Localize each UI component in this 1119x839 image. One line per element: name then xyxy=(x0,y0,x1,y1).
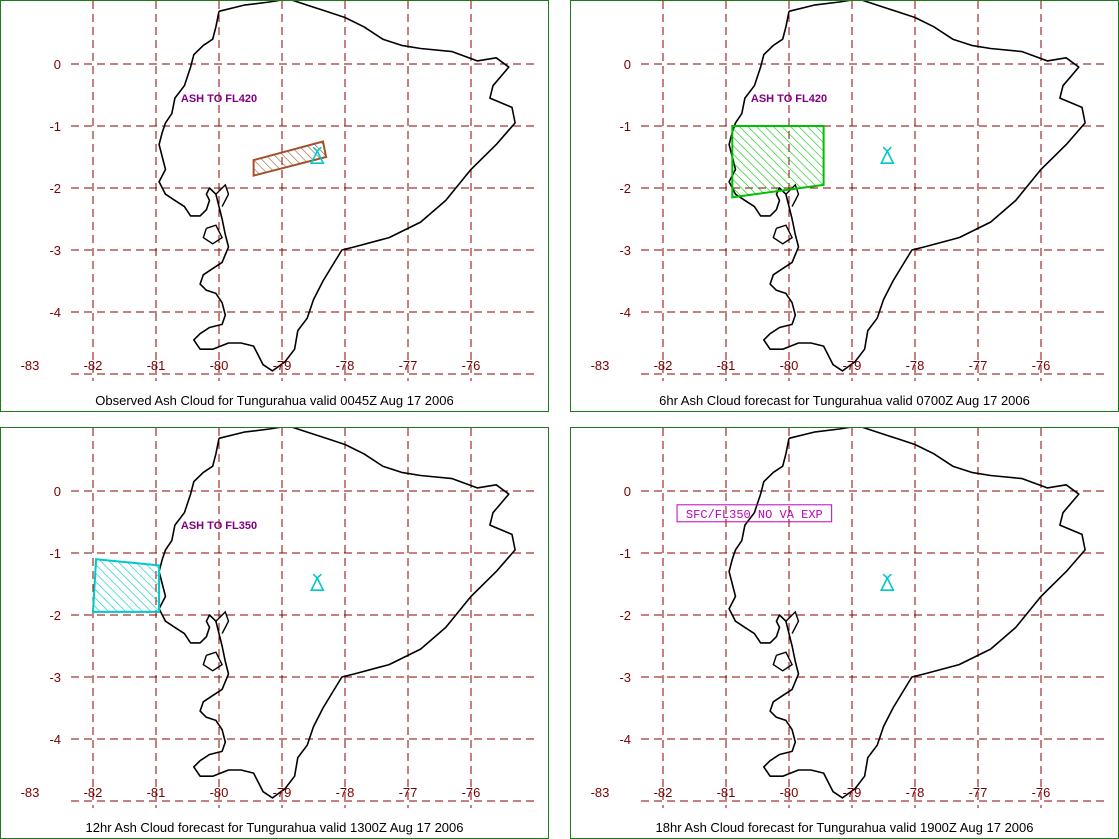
puna-island xyxy=(772,651,794,672)
ash-cloud-polygon xyxy=(731,125,825,199)
latitude-tick-label: -4 xyxy=(619,305,631,320)
ash-cloud-panel: SFC/FL350 NO VA EXP 0 -1 -2 -3 -4 -83 -82 -81 -80… xyxy=(570,427,1119,839)
latitude-tick-label: -1 xyxy=(49,546,61,561)
ash-label: ASH TO FL420 xyxy=(751,93,827,105)
longitude-tick-label: -83 xyxy=(591,785,610,800)
longitude-tick-label: -76 xyxy=(462,785,481,800)
volcano-icon xyxy=(879,573,895,591)
ecuador-outline xyxy=(158,428,516,799)
longitude-tick-label: -77 xyxy=(399,358,418,373)
longitude-tick-label: -77 xyxy=(399,785,418,800)
latitude-tick-label: -4 xyxy=(49,732,61,747)
longitude-tick-label: -80 xyxy=(780,785,799,800)
ecuador-outline xyxy=(728,428,1086,799)
longitude-tick-label: -76 xyxy=(462,358,481,373)
longitude-tick-label: -79 xyxy=(843,785,862,800)
longitude-tick-label: -80 xyxy=(780,358,799,373)
longitude-tick-label: -78 xyxy=(336,358,355,373)
ash-label: SFC/FL350 NO VA EXP xyxy=(686,508,823,522)
latitude-tick-label: -1 xyxy=(619,546,631,561)
longitude-tick-label: -81 xyxy=(147,785,166,800)
map-canvas: ASH TO FL350 0 -1 -2 -3 -4 -83 -82 -81 -80 -79 -78 -… xyxy=(21,428,536,808)
longitude-tick-label: -79 xyxy=(843,358,862,373)
panel-caption: Observed Ash Cloud for Tungurahua valid … xyxy=(95,393,454,408)
longitude-tick-label: -83 xyxy=(21,785,40,800)
ash-cloud-panel: ASH TO FL350 0 -1 -2 -3 -4 -83 -82 -81 -80 -79 -78 -… xyxy=(0,427,549,839)
ash-label: ASH TO FL420 xyxy=(181,93,257,105)
latitude-tick-label: -2 xyxy=(619,608,631,623)
ash-cloud-panel: ASH TO FL420 0 -1 -2 -3 -4 -83 -82 -81 -80 -79 -78 -… xyxy=(0,0,549,412)
longitude-tick-label: -79 xyxy=(273,358,292,373)
latitude-tick-label: -2 xyxy=(49,181,61,196)
puna-island xyxy=(202,224,224,245)
latitude-tick-label: -4 xyxy=(619,732,631,747)
lat-lon-grid xyxy=(641,428,1106,808)
latitude-tick-label: -3 xyxy=(619,243,631,258)
longitude-tick-label: -82 xyxy=(84,358,103,373)
latitude-tick-label: -3 xyxy=(49,670,61,685)
latitude-tick-label: 0 xyxy=(624,57,631,72)
map-canvas: ASH TO FL420 0 -1 -2 -3 -4 -83 -82 -81 -80 -79 -78 -… xyxy=(21,1,536,381)
longitude-tick-label: -82 xyxy=(654,358,673,373)
panel-caption: 18hr Ash Cloud forecast for Tungurahua v… xyxy=(655,820,1034,835)
latitude-tick-label: 0 xyxy=(624,484,631,499)
map-canvas: SFC/FL350 NO VA EXP 0 -1 -2 -3 -4 -83 -82 -81 -80… xyxy=(591,428,1106,808)
longitude-tick-label: -77 xyxy=(969,785,988,800)
volcano-icon xyxy=(309,573,325,591)
longitude-tick-label: -82 xyxy=(654,785,673,800)
map-canvas: ASH TO FL420 0 -1 -2 -3 -4 -83 -82 -81 -80 -79 -78 -… xyxy=(591,1,1106,381)
ecuador-outline xyxy=(158,1,516,372)
longitude-tick-label: -83 xyxy=(591,358,610,373)
longitude-tick-label: -76 xyxy=(1032,785,1051,800)
longitude-tick-label: -78 xyxy=(906,358,925,373)
gulf-channel xyxy=(215,610,230,634)
latitude-tick-label: -2 xyxy=(49,608,61,623)
latitude-tick-label: -4 xyxy=(49,305,61,320)
longitude-tick-label: -78 xyxy=(336,785,355,800)
longitude-tick-label: -77 xyxy=(969,358,988,373)
latitude-tick-label: -1 xyxy=(619,119,631,134)
longitude-tick-label: -82 xyxy=(84,785,103,800)
longitude-tick-label: -76 xyxy=(1032,358,1051,373)
ash-cloud-polygon xyxy=(91,558,161,613)
longitude-tick-label: -78 xyxy=(906,785,925,800)
panel-caption: 12hr Ash Cloud forecast for Tungurahua v… xyxy=(85,820,464,835)
longitude-tick-label: -79 xyxy=(273,785,292,800)
ash-label: ASH TO FL350 xyxy=(181,520,257,532)
latitude-tick-label: -3 xyxy=(619,670,631,685)
latitude-tick-label: -1 xyxy=(49,119,61,134)
longitude-tick-label: -81 xyxy=(147,358,166,373)
volcano-icon xyxy=(879,146,895,164)
longitude-tick-label: -80 xyxy=(210,785,229,800)
gulf-channel xyxy=(785,610,800,634)
latitude-tick-label: 0 xyxy=(54,57,61,72)
panel-caption: 6hr Ash Cloud forecast for Tungurahua va… xyxy=(659,393,1030,408)
longitude-tick-label: -81 xyxy=(717,358,736,373)
longitude-tick-label: -80 xyxy=(210,358,229,373)
latitude-tick-label: 0 xyxy=(54,484,61,499)
latitude-tick-label: -2 xyxy=(619,181,631,196)
latitude-tick-label: -3 xyxy=(49,243,61,258)
ash-cloud-polygon xyxy=(252,140,328,177)
ash-label-box xyxy=(676,504,833,523)
puna-island xyxy=(202,651,224,672)
puna-island xyxy=(772,224,794,245)
longitude-tick-label: -83 xyxy=(21,358,40,373)
volcano-icon xyxy=(309,146,325,164)
longitude-tick-label: -81 xyxy=(717,785,736,800)
ash-cloud-panel: ASH TO FL420 0 -1 -2 -3 -4 -83 -82 -81 -80 -79 -78 -… xyxy=(570,0,1119,412)
gulf-channel xyxy=(215,183,230,207)
